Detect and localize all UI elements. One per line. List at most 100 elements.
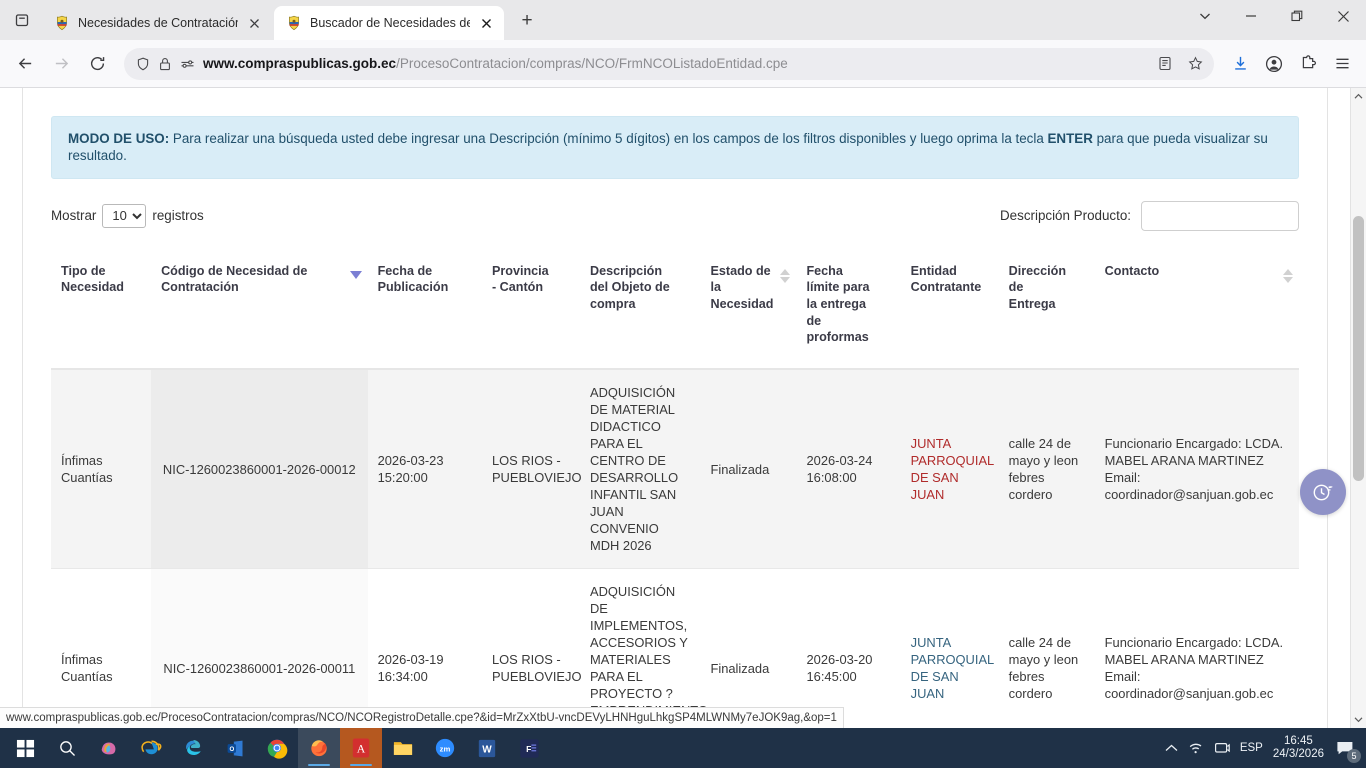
web-page: MODO DE USO: Para realizar una búsqueda … — [0, 88, 1350, 728]
cell-entidad: JUNTA PARROQUIAL DE SAN JUAN — [900, 568, 999, 728]
necesidades-table: Tipo de Necesidad Código de Necesidad de… — [51, 248, 1299, 728]
language-indicator[interactable]: ESP — [1239, 742, 1263, 754]
column-header-contacto[interactable]: Contacto — [1094, 248, 1299, 370]
notification-count-badge: 5 — [1347, 749, 1361, 763]
column-header-fecha-publicacion[interactable]: Fecha de Publicación — [367, 248, 482, 370]
cell-direccion: calle 24 de mayo y leon febres cordero — [998, 368, 1095, 570]
page-length-control: Mostrar 10 registros — [51, 203, 204, 228]
browser-tab-1[interactable]: Necesidades de Contratación y — [42, 6, 272, 40]
column-header-entidad[interactable]: Entidad Contratante — [900, 248, 999, 370]
forward-button[interactable] — [44, 47, 78, 81]
cell-fecha-limite: 2026-03-20 16:45:00 — [796, 568, 901, 728]
firefox-icon[interactable] — [298, 728, 340, 768]
search-icon[interactable] — [46, 728, 88, 768]
maximize-restore-button[interactable] — [1274, 0, 1320, 32]
windows-taskbar: O A zm W F ESP 16:45 24/3/2026 — [0, 728, 1366, 768]
lock-icon[interactable] — [159, 57, 171, 71]
close-icon[interactable] — [478, 15, 494, 31]
address-bar[interactable]: www.compraspublicas.gob.ec/ProcesoContra… — [124, 47, 1214, 80]
minimize-button[interactable] — [1228, 0, 1274, 32]
list-all-tabs-icon[interactable] — [6, 4, 38, 36]
clock-time: 16:45 — [1284, 735, 1313, 748]
browser-tab-2[interactable]: Buscador de Necesidades de Co — [274, 6, 504, 40]
outlook-icon[interactable]: O — [214, 728, 256, 768]
copilot-icon[interactable] — [88, 728, 130, 768]
svg-text:zm: zm — [440, 744, 451, 753]
table-row[interactable]: Ínfimas Cuantías NIC-1260023860001-2026-… — [51, 368, 1299, 570]
column-header-direccion[interactable]: Dirección de Entrega — [998, 248, 1095, 370]
start-button[interactable] — [4, 728, 46, 768]
table-row[interactable]: Ínfimas Cuantías NIC-1260023860001-2026-… — [51, 568, 1299, 728]
url-domain: www.compraspublicas.gob.ec — [203, 56, 397, 71]
sort-both-icon — [1283, 268, 1293, 283]
banner-text: Para realizar una búsqueda usted debe in… — [169, 131, 1048, 146]
tab-strip: Necesidades de Contratación y Buscador d… — [0, 0, 1366, 40]
page-length-prefix: Mostrar — [51, 208, 97, 224]
zoom-icon[interactable]: zm — [424, 728, 466, 768]
svg-text:W: W — [482, 744, 492, 755]
back-button[interactable] — [8, 47, 42, 81]
chevron-down-icon[interactable] — [1182, 0, 1228, 32]
scrollbar-thumb[interactable] — [1353, 216, 1364, 481]
wifi-icon[interactable] — [1188, 741, 1204, 755]
entidad-link[interactable]: JUNTA PARROQUIAL DE SAN JUAN — [910, 435, 994, 503]
notifications-icon[interactable]: 5 — [1334, 737, 1361, 763]
clock[interactable]: 16:45 24/3/2026 — [1273, 735, 1324, 761]
tab-1-title: Necesidades de Contratación y — [78, 16, 238, 30]
window-controls — [1182, 0, 1366, 40]
column-header-provincia-canton[interactable]: Provincia - Cantón — [481, 248, 580, 370]
scroll-up-arrow-icon[interactable] — [1351, 88, 1366, 105]
extensions-icon[interactable] — [1292, 48, 1324, 80]
page-length-select[interactable]: 10 — [102, 203, 147, 228]
cell-fecha-limite: 2026-03-24 16:08:00 — [796, 368, 901, 570]
close-window-button[interactable] — [1320, 0, 1366, 32]
url-path: /ProcesoContratacion/compras/NCO/FrmNCOL… — [396, 56, 788, 71]
app-menu-button[interactable] — [1326, 48, 1358, 80]
shield-icon[interactable] — [136, 57, 150, 71]
column-label: Estado de la Necesidad — [710, 263, 774, 312]
column-label: Descripción del Objeto de compra — [589, 263, 670, 312]
cell-estado: Finalizada — [700, 368, 797, 570]
search-input[interactable] — [1141, 200, 1299, 231]
account-icon[interactable] — [1258, 48, 1290, 80]
bookmark-star-icon[interactable] — [1182, 51, 1208, 77]
chrome-icon[interactable] — [256, 728, 298, 768]
column-header-fecha-limite[interactable]: Fecha límite para la entrega de proforma… — [796, 248, 901, 370]
column-header-estado[interactable]: Estado de la Necesidad — [700, 248, 797, 370]
product-description-filter: Descripción Producto: — [1000, 200, 1299, 231]
reader-view-icon[interactable] — [1152, 51, 1178, 77]
page-scrollbar[interactable] — [1350, 88, 1366, 728]
show-hidden-icons-chevron-icon[interactable] — [1165, 744, 1178, 753]
cell-descripcion: ADQUISICIÓN DE MATERIAL DIDACTICO PARA E… — [579, 368, 701, 570]
reload-button[interactable] — [80, 47, 114, 81]
permissions-icon[interactable] — [180, 57, 195, 71]
table-header-row: Tipo de Necesidad Código de Necesidad de… — [51, 248, 1299, 370]
column-header-codigo[interactable]: Código de Necesidad de Contratación — [151, 248, 368, 370]
scroll-down-arrow-icon[interactable] — [1351, 711, 1366, 728]
cell-contacto: Funcionario Encargado: LCDA. MABEL ARANA… — [1094, 368, 1299, 570]
close-icon[interactable] — [246, 15, 262, 31]
column-header-descripcion[interactable]: Descripción del Objeto de compra — [579, 248, 701, 370]
navigation-toolbar: www.compraspublicas.gob.ec/ProcesoContra… — [0, 40, 1366, 88]
screen-cast-icon[interactable] — [1214, 741, 1230, 755]
address-bar-icons — [136, 57, 195, 71]
cell-contacto: Funcionario Encargado: LCDA. MABEL ARANA… — [1094, 568, 1299, 728]
new-tab-button[interactable]: + — [521, 10, 533, 31]
url-text: www.compraspublicas.gob.ec/ProcesoContra… — [203, 56, 1144, 71]
task-running-indicator — [308, 764, 330, 766]
microsoft-word-icon[interactable]: W — [466, 728, 508, 768]
cell-direccion: calle 24 de mayo y leon febres cordero — [998, 568, 1095, 728]
floating-speed-clock-widget[interactable] — [1300, 469, 1346, 515]
usage-instructions-banner: MODO DE USO: Para realizar una búsqueda … — [51, 116, 1299, 179]
app-icon[interactable]: F — [508, 728, 550, 768]
adobe-acrobat-icon[interactable]: A — [340, 728, 382, 768]
cell-codigo: NIC-1260023860001-2026-00012 — [151, 368, 368, 570]
microsoft-edge-icon[interactable] — [172, 728, 214, 768]
file-explorer-icon[interactable] — [382, 728, 424, 768]
entidad-link[interactable]: JUNTA PARROQUIAL DE SAN JUAN — [910, 635, 994, 702]
cell-codigo: NIC-1260023860001-2026-00011 — [151, 568, 368, 728]
internet-explorer-icon[interactable] — [130, 728, 172, 768]
column-header-tipo-necesidad[interactable]: Tipo de Necesidad — [51, 248, 152, 370]
column-label: Entidad Contratante — [910, 263, 982, 295]
downloads-button[interactable] — [1224, 48, 1256, 80]
